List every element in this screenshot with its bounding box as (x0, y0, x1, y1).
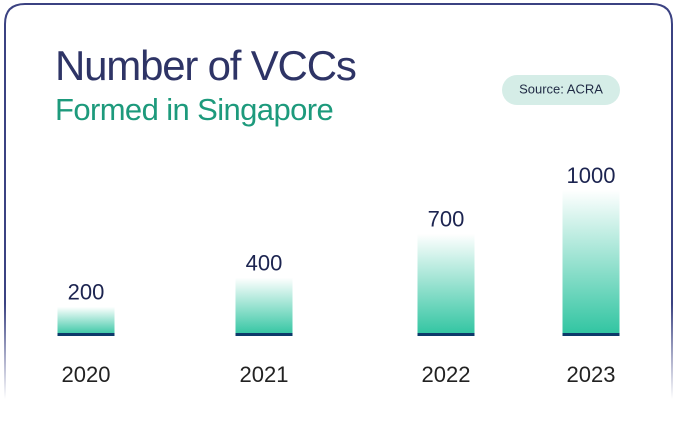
card-border (4, 3, 673, 420)
bar (57, 306, 115, 336)
chart-subtitle: Formed in Singapore (55, 92, 333, 127)
x-tick-label: 2021 (240, 362, 289, 387)
source-pill (502, 75, 620, 105)
bar-base (235, 333, 293, 336)
x-tick-label: 2022 (422, 362, 471, 387)
bar-base (57, 333, 115, 336)
bar (235, 277, 293, 336)
bar (562, 190, 620, 336)
x-tick-label: 2023 (567, 362, 616, 387)
chart-title: Number of VCCs (55, 42, 356, 89)
value-label: 700 (428, 207, 465, 232)
bar-base (417, 333, 475, 336)
value-label: 400 (246, 250, 283, 275)
value-label: 200 (68, 280, 105, 305)
bar-base (562, 333, 620, 336)
value-label: 1000 (567, 163, 616, 188)
bar (417, 233, 475, 336)
x-tick-label: 2020 (62, 362, 111, 387)
source-label: Source: ACRA (519, 81, 603, 96)
